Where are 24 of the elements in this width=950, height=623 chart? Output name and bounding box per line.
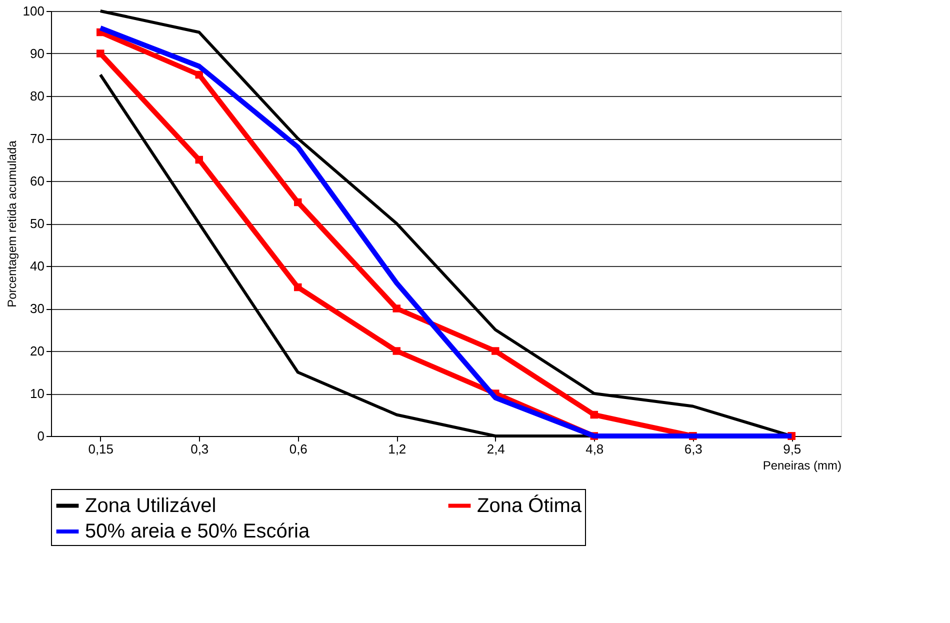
x-tick-label: 9,5 [783, 442, 802, 456]
x-tick-label: 0,15 [88, 442, 114, 456]
x-axis-title: Peneiras (mm) [762, 458, 842, 472]
x-tick-label: 0,6 [289, 442, 308, 456]
y-tick-label: 30 [30, 301, 44, 316]
y-tick-label: 10 [30, 386, 44, 401]
y-tick-label: 40 [30, 258, 44, 274]
y-tick-label: 90 [30, 46, 44, 61]
y-tick-label: 70 [30, 131, 44, 146]
y-tick-label: 20 [30, 344, 44, 358]
legend-label: Zona Ótima [477, 494, 582, 517]
legend-label: 50% areia e 50% Escória [85, 520, 310, 542]
x-tick-label: 2,4 [486, 442, 505, 456]
x-tick-label: 1,2 [388, 442, 406, 456]
y-tick-label: 100 [22, 4, 44, 18]
y-axis-title: Porcentagem retida acumulada [4, 140, 19, 308]
x-tick-label: 0,3 [190, 442, 209, 456]
x-tick-label: 6,3 [684, 442, 702, 456]
legend-label: Zona Utilizável [85, 494, 216, 517]
y-tick-label: 60 [30, 174, 44, 188]
y-tick-label: 0 [37, 428, 44, 444]
y-tick-label: 50 [30, 216, 44, 231]
y-tick-label: 80 [30, 88, 44, 104]
x-tick-label: 4,8 [586, 442, 604, 456]
